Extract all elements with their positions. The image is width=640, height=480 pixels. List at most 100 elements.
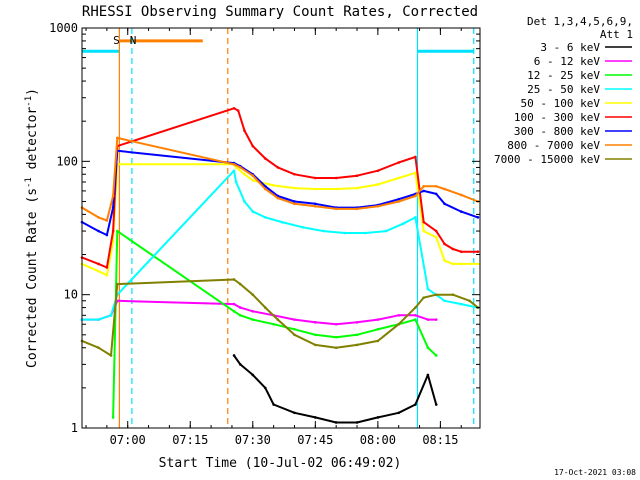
legend-label-4: 50 - 100 keV <box>521 97 601 110</box>
y-tick-label-3: 1000 <box>49 21 78 35</box>
series-point-4-13 <box>355 186 359 190</box>
series-point-3-18 <box>443 299 446 303</box>
series-point-3-9 <box>280 220 284 224</box>
legend-header-line2: Att 1 <box>600 28 633 41</box>
series-line-0 <box>233 354 438 424</box>
series-point-3-16 <box>414 216 417 219</box>
x-axis-ticks: 07:00 07:15 07:30 07:45 08:00 08:15 <box>85 28 462 447</box>
series-point-8-7 <box>263 306 267 309</box>
y-axis-label-sup2: -1 <box>24 96 34 107</box>
series-point-7-11 <box>314 204 317 208</box>
legend-header-line1: Det 1,3,4,5,6,9, <box>527 15 633 28</box>
series-point-5-14 <box>355 174 359 178</box>
series-line-7 <box>81 136 479 222</box>
series-point-0-5 <box>293 411 296 415</box>
series-point-1-11 <box>355 321 359 324</box>
series-point-4-17 <box>422 229 426 233</box>
y-axis-label: Corrected Count Rate (s-1 detector-1) <box>24 88 40 368</box>
series-point-1-15 <box>426 318 430 321</box>
legend-label-6: 300 - 800 keV <box>514 125 600 138</box>
series-point-3-1 <box>97 318 100 321</box>
series-point-1-13 <box>397 314 401 317</box>
series-point-2-14 <box>434 354 438 357</box>
series-point-4-20 <box>451 262 455 266</box>
series-point-0-0 <box>232 354 236 357</box>
series-point-2-5 <box>272 322 275 326</box>
series-point-1-6 <box>251 310 255 313</box>
series-point-1-12 <box>376 318 380 321</box>
series-point-7-12 <box>334 207 338 211</box>
series-point-8-11 <box>334 346 338 350</box>
series-point-7-10 <box>293 202 296 206</box>
series-point-8-1 <box>97 346 100 350</box>
state-annotation-0: S <box>113 34 120 47</box>
series-point-3-13 <box>364 231 367 235</box>
series-point-2-13 <box>426 346 430 350</box>
series-point-2-0 <box>111 416 115 419</box>
series-point-6-19 <box>443 202 446 206</box>
series-point-2-7 <box>314 333 317 337</box>
series-point-1-10 <box>334 322 338 326</box>
series-point-6-17 <box>422 189 426 193</box>
series-point-3-17 <box>426 287 430 291</box>
series-point-8-6 <box>251 293 255 296</box>
x-tick-label-0: 07:00 <box>110 433 146 447</box>
series-point-6-3 <box>111 206 115 209</box>
series-point-7-16 <box>414 194 417 198</box>
series-point-1-5 <box>238 306 242 309</box>
series-point-0-11 <box>414 403 417 406</box>
series-point-7-5 <box>232 163 236 166</box>
legend-label-3: 25 - 50 keV <box>527 83 600 96</box>
y-tick-label-2: 100 <box>56 154 78 168</box>
series-point-4-10 <box>293 186 296 190</box>
series-point-5-21 <box>451 247 455 251</box>
series-point-1-8 <box>293 318 296 321</box>
series-point-3-4 <box>232 169 236 173</box>
series-point-5-10 <box>276 166 280 169</box>
series-point-2-9 <box>355 333 359 337</box>
legend-label-8: 7000 - 15000 keV <box>494 153 600 166</box>
series-point-6-2 <box>105 233 109 237</box>
series-point-3-10 <box>301 226 305 229</box>
series-point-6-20 <box>459 210 463 213</box>
series-point-2-1 <box>115 229 119 233</box>
series-point-8-13 <box>376 339 380 343</box>
series-point-5-16 <box>397 161 401 164</box>
series-point-6-10 <box>293 200 296 203</box>
series-point-7-8 <box>263 187 267 191</box>
plot-frame <box>81 27 481 429</box>
series-point-0-8 <box>355 421 359 424</box>
series-point-2-10 <box>376 327 380 331</box>
series-point-2-4 <box>251 318 255 321</box>
series-point-4-1 <box>97 269 100 273</box>
series-point-5-1 <box>97 262 100 266</box>
series-point-4-22 <box>476 262 480 266</box>
series-point-4-14 <box>376 183 380 186</box>
series-point-5-20 <box>443 242 446 246</box>
series-point-8-14 <box>397 322 401 326</box>
series-point-4-19 <box>443 259 446 262</box>
legend-label-1: 6 - 12 keV <box>534 55 601 68</box>
series-point-3-2 <box>109 314 113 317</box>
legend-label-2: 12 - 25 keV <box>527 69 600 82</box>
x-tick-label-5: 08:15 <box>422 433 458 447</box>
series-point-7-13 <box>355 207 359 211</box>
series-point-3-6 <box>243 200 246 203</box>
y-tick-label-1: 10 <box>64 288 78 302</box>
state-annotation-1: N <box>130 34 137 47</box>
state-bars <box>82 39 474 53</box>
series-point-5-6 <box>236 109 240 112</box>
series-point-3-12 <box>343 231 346 235</box>
series-point-0-2 <box>251 373 255 377</box>
series-point-4-16 <box>414 171 417 175</box>
series-point-1-14 <box>414 314 417 317</box>
series-point-1-9 <box>314 321 317 324</box>
series-point-4-8 <box>251 179 255 182</box>
y-axis-label-sup1: -1 <box>24 177 34 188</box>
x-axis-label: Start Time (10-Jul-02 06:49:02) <box>159 456 402 471</box>
x-tick-label-2: 07:30 <box>235 433 271 447</box>
series-point-2-2 <box>232 310 236 313</box>
series-point-7-19 <box>443 187 446 191</box>
